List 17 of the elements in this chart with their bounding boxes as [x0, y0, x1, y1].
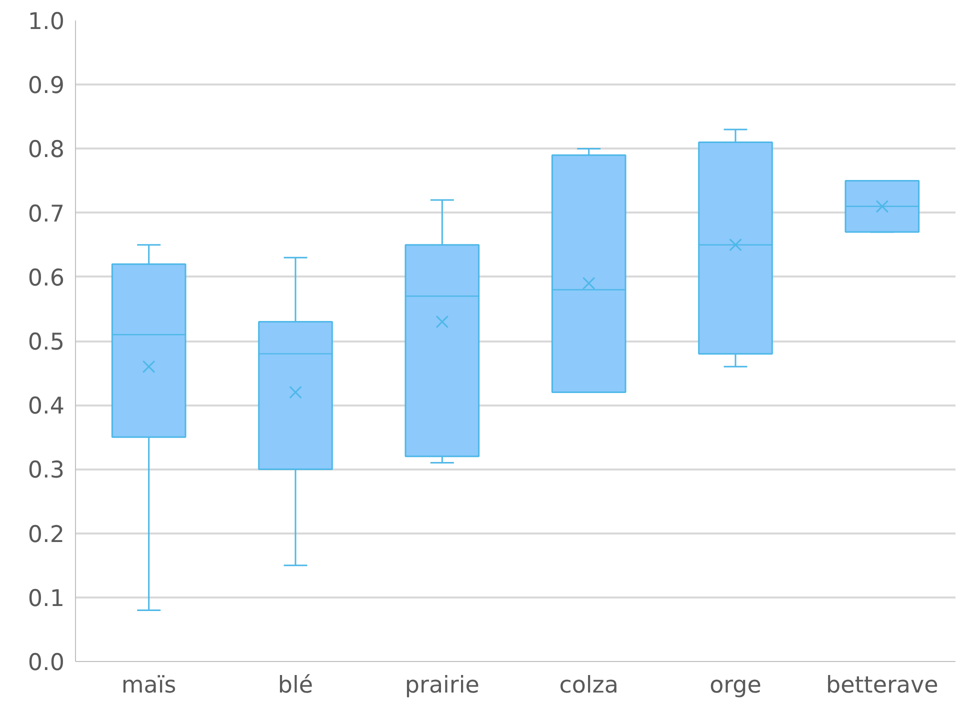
y-tick-label: 1.0 [28, 9, 64, 35]
x-tick-label: betterave [826, 672, 938, 698]
x-tick-label: maïs [121, 672, 176, 698]
y-tick-label: 0.0 [28, 650, 64, 676]
x-tick-label: colza [559, 672, 618, 698]
y-tick-label: 0.8 [28, 137, 64, 164]
x-tick-label: prairie [404, 672, 480, 698]
y-tick-label: 0.2 [28, 522, 64, 548]
y-tick-label: 0.7 [28, 201, 64, 228]
y-tick-label: 0.1 [28, 586, 64, 612]
y-tick-label: 0.5 [28, 330, 64, 356]
y-tick-label: 0.9 [28, 73, 64, 100]
x-tick-label: blé [278, 672, 314, 698]
x-tick-label: orge [710, 672, 762, 698]
y-tick-label: 0.6 [28, 265, 64, 292]
y-tick-label: 0.4 [28, 394, 64, 420]
y-tick-label: 0.3 [28, 458, 64, 484]
